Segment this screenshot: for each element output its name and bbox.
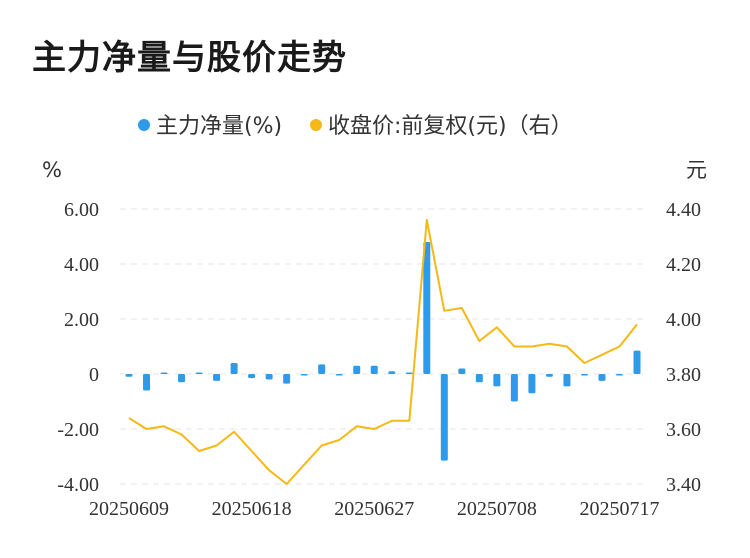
- net-volume-bar: [353, 365, 361, 374]
- left-tick-label: -4.00: [57, 474, 99, 496]
- net-volume-bar: [563, 374, 571, 387]
- right-axis-ticks: 4.40 4.20 4.00 3.80 3.60 3.40: [666, 199, 701, 496]
- net-volume-bar: [143, 374, 151, 391]
- legend: 主力净量(%) 收盘价:前复权(元)（右）: [138, 114, 573, 139]
- right-tick-label: 3.60: [666, 419, 701, 441]
- net-volume-bar: [178, 374, 186, 383]
- net-volume-bar: [458, 368, 466, 374]
- close-price-line: [128, 219, 638, 485]
- net-volume-bar: [335, 374, 343, 376]
- left-axis-ticks: 6.00 4.00 2.00 0 -2.00 -4.00: [57, 199, 99, 496]
- right-tick-label: 4.00: [666, 309, 701, 331]
- left-tick-label: 2.00: [64, 309, 99, 331]
- net-volume-bar: [230, 363, 238, 374]
- right-tick-label: 3.80: [666, 364, 701, 386]
- legend-item-close-price[interactable]: 收盘价:前复权(元)（右）: [310, 114, 573, 139]
- net-volume-bar: [598, 374, 606, 381]
- net-volume-bar: [125, 374, 133, 377]
- net-volume-bar: [510, 374, 518, 402]
- net-volume-bar: [475, 374, 483, 383]
- left-tick-label: 4.00: [64, 254, 99, 276]
- close-price-line-layer: [128, 219, 638, 485]
- net-volume-bars: [125, 242, 641, 461]
- net-volume-bar: [300, 374, 308, 376]
- x-tick-label: 20250708: [457, 498, 537, 520]
- left-axis-unit: %: [42, 158, 62, 182]
- net-volume-bar: [265, 374, 273, 380]
- net-volume-bar: [615, 374, 623, 376]
- net-volume-bar: [283, 374, 291, 384]
- net-volume-bar: [580, 374, 588, 376]
- right-tick-label: 4.20: [666, 254, 701, 276]
- left-tick-label: -2.00: [57, 419, 99, 441]
- x-axis-ticks: 20250609 20250618 20250627 20250708 20250717: [89, 498, 659, 520]
- net-volume-bar: [633, 350, 641, 374]
- legend-marker-net-volume: [138, 119, 150, 131]
- x-tick-label: 20250609: [89, 498, 169, 520]
- net-volume-bar: [318, 364, 326, 374]
- net-volume-bar: [528, 374, 536, 394]
- x-tick-label: 20250717: [579, 498, 659, 520]
- net-volume-bar: [213, 374, 221, 381]
- legend-item-net-volume[interactable]: 主力净量(%): [138, 114, 282, 139]
- left-tick-label: 6.00: [64, 199, 99, 221]
- net-volume-bar: [405, 372, 413, 374]
- net-volume-bar: [370, 365, 378, 374]
- net-volume-bar: [545, 374, 553, 377]
- left-tick-label: 0: [89, 364, 99, 386]
- legend-label-close-price: 收盘价:前复权(元)（右）: [328, 114, 573, 139]
- right-axis-unit: 元: [686, 158, 707, 182]
- right-tick-label: 4.40: [666, 199, 701, 221]
- x-tick-label: 20250627: [334, 498, 414, 520]
- net-volume-bar: [423, 242, 431, 374]
- legend-marker-close-price: [310, 119, 322, 131]
- net-volume-bar: [160, 372, 168, 374]
- net-volume-bar: [248, 374, 256, 379]
- chart-title: 主力净量与股价走势: [32, 38, 347, 78]
- right-tick-label: 3.40: [666, 474, 701, 496]
- net-volume-bar: [195, 372, 203, 374]
- net-volume-bar: [388, 371, 396, 374]
- net-volume-bar: [493, 374, 501, 387]
- legend-label-net-volume: 主力净量(%): [156, 114, 282, 139]
- net-volume-bar: [440, 374, 448, 461]
- x-tick-label: 20250618: [212, 498, 292, 520]
